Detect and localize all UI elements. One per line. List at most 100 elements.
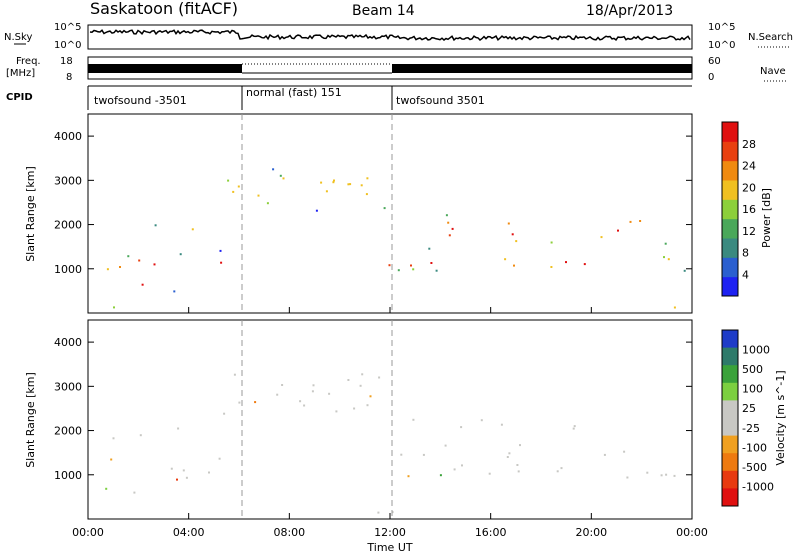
cpid-segment-2: normal (fast) 151 [246, 86, 342, 99]
power-y-label: Slant Range [km] [24, 166, 37, 262]
pixel-20 [333, 179, 335, 182]
pixel-56 [412, 418, 415, 421]
pixel-47 [507, 222, 510, 225]
pixel-23 [232, 190, 235, 193]
cpid-segment-1: twofsound -3501 [94, 94, 187, 107]
velocity-colorbar-swatch-8 [722, 470, 738, 489]
y-tick-label-1: 2000 [54, 219, 82, 232]
pixel-8 [141, 283, 144, 286]
freq-band-1 [88, 64, 242, 73]
pixel-16 [325, 190, 328, 193]
power-colorbar-label: Power [dB] [760, 188, 773, 248]
pixel-5 [208, 471, 210, 474]
pixel-32 [565, 261, 567, 264]
velocity-colorbar-tick-3: 25 [742, 402, 756, 415]
pixel-2 [119, 266, 121, 268]
pixel-48 [623, 450, 626, 453]
pixel-51 [573, 425, 576, 428]
pixel-31 [583, 263, 586, 266]
pixel-58 [664, 242, 667, 245]
pixel-14 [320, 181, 323, 184]
power-panel: 1000 2000 3000 4000 Slant Range [km] [24, 113, 693, 314]
nsearch-top-tick: 10^5 [708, 22, 735, 33]
power-scatter [106, 168, 686, 309]
pixel-18 [257, 194, 260, 197]
pixel-15 [335, 410, 338, 413]
pixel-24 [353, 407, 356, 410]
velocity-colorbar-swatch-0 [722, 330, 738, 349]
pixel-21 [311, 390, 314, 393]
pixel-36 [516, 464, 519, 466]
nsky-series [89, 29, 691, 42]
pixel-12 [223, 412, 226, 415]
pixel-6 [218, 457, 221, 460]
pixel-52 [506, 456, 509, 458]
freq-bottom-tick: 8 [66, 72, 72, 83]
pixel-35 [517, 470, 520, 473]
velocity-colorbar-tick-5: -100 [742, 441, 767, 454]
pixel-1 [106, 268, 109, 271]
pixel-55 [400, 453, 403, 456]
x-tick-label-4: 16:00 [475, 526, 507, 539]
power-colorbar-swatch-1 [722, 257, 738, 278]
nave-bottom-tick: 0 [708, 72, 714, 83]
pixel-54 [428, 247, 431, 250]
freq-band-3 [392, 64, 692, 73]
pixel-27 [299, 400, 302, 403]
velocity-colorbar: 1000 500 100 25 -25 -100 -500 -1000 Velocity [m… [721, 329, 787, 507]
pixel-1 [170, 467, 173, 470]
pixel-23 [238, 401, 241, 404]
pixel-0 [110, 458, 113, 461]
pixel-39 [683, 269, 686, 272]
power-colorbar-swatch-4 [722, 199, 738, 220]
x-tick-label-1: 04:00 [173, 526, 205, 539]
power-colorbar-swatch-6 [722, 160, 738, 181]
freq-panel: Freq. [MHz] 18 8 60 0 Nave [6, 56, 786, 83]
pixel-9 [191, 228, 194, 231]
pixel-5 [153, 263, 156, 266]
power-colorbar-tick-4: 20 [742, 181, 756, 194]
pixel-59 [113, 306, 115, 309]
pixel-3 [176, 478, 178, 481]
nsky-label: N.Sky [4, 32, 32, 43]
mhz-label: [MHz] [6, 68, 35, 79]
power-colorbar-swatch-5 [722, 180, 738, 200]
x-axis-label: Time UT [366, 541, 412, 554]
pixel-21 [227, 179, 230, 182]
pixel-50 [500, 423, 503, 426]
velocity-y-label: Slant Range [km] [24, 372, 37, 468]
freq-top-tick: 18 [60, 56, 73, 67]
pixel-37 [556, 470, 559, 473]
pixel-4 [185, 476, 188, 479]
power-colorbar-tick-2: 12 [742, 225, 756, 238]
pixel-27 [237, 185, 240, 188]
power-colorbar-swatch-8 [722, 122, 738, 142]
power-colorbar-swatch-0 [722, 276, 738, 297]
velocity-colorbar-swatch-6 [722, 435, 738, 454]
power-colorbar: 4 8 12 16 20 24 28 Power [dB] [721, 121, 773, 297]
pixel-10 [112, 437, 115, 440]
pixel-25 [272, 168, 275, 171]
pixel-25 [281, 384, 284, 386]
pixel-34 [550, 266, 553, 268]
pixel-43 [412, 268, 415, 271]
nsky-panel: N.Sky 10^5 10^0 10^5 10^0 N.Search [4, 22, 793, 51]
power-colorbar-swatch-3 [722, 218, 738, 239]
power-y-ticks: 1000 2000 3000 4000 [54, 130, 692, 276]
pixel-17 [366, 404, 369, 407]
nsearch-label: N.Search [748, 32, 793, 43]
nsky-top-tick: 10^5 [54, 22, 81, 33]
power-colorbar-tick-3: 16 [742, 203, 756, 216]
pixel-48 [445, 214, 448, 217]
x-tick-label-6: 00:00 [676, 526, 708, 539]
pixel-46 [480, 419, 483, 422]
velocity-panel: 1000 2000 3000 4000 Slant Range [km] [24, 319, 693, 520]
pixel-49 [460, 426, 463, 429]
x-axis-ticks: 00:00 04:00 08:00 12:00 16:00 20:00 00:00 [72, 307, 708, 539]
pixel-29 [347, 183, 350, 186]
velocity-colorbar-label: Velocity [m s^-1] [774, 370, 787, 465]
pixel-22 [279, 174, 282, 177]
nsearch-bottom-tick: 10^0 [708, 40, 735, 51]
beam-title: Beam 14 [352, 3, 415, 19]
